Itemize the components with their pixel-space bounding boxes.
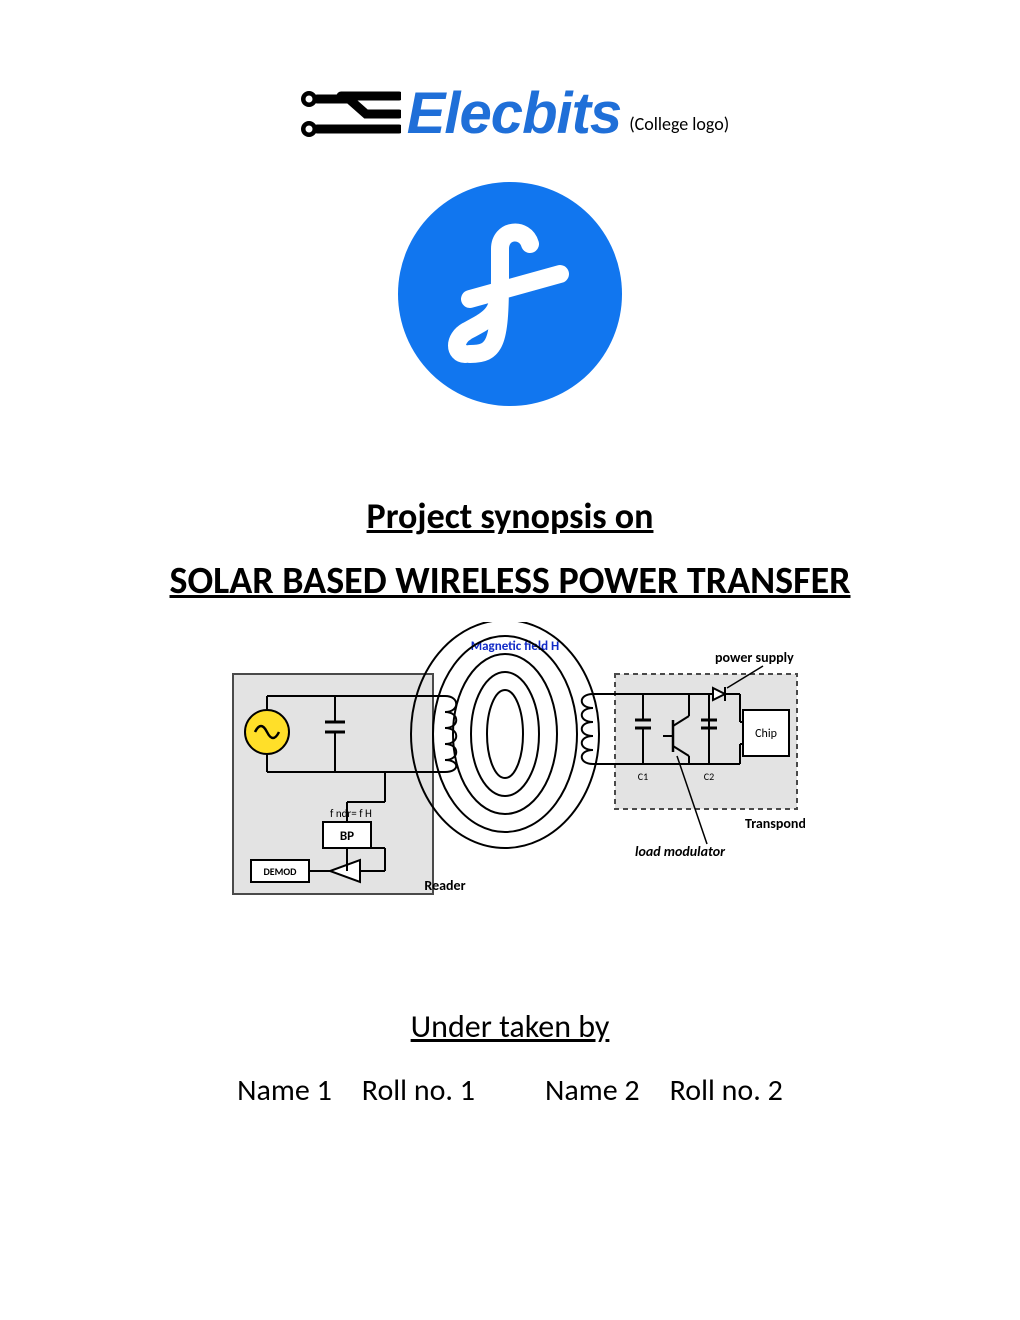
- logo-row: Elecbits (College logo): [291, 80, 729, 147]
- demod-label: DEMOD: [264, 865, 298, 878]
- circle-logo: [395, 179, 625, 414]
- elecbits-icon: [291, 84, 401, 144]
- college-logo-label: (College logo): [629, 113, 729, 147]
- load-modulator-label: load modulator: [635, 843, 726, 860]
- undertaken-heading: Under taken by: [411, 1007, 610, 1046]
- name-group-1: Name 1 Roll no. 1: [237, 1072, 475, 1109]
- brand-text: Elecbits: [407, 80, 621, 147]
- names-row: Name 1 Roll no. 1 Name 2 Roll no. 2: [237, 1072, 783, 1109]
- name-1: Name 1: [237, 1072, 332, 1109]
- transponder-label: Transponder: [745, 815, 805, 832]
- fexpr-label: f ndr= f H: [330, 807, 372, 820]
- c2-label: C2: [704, 770, 714, 783]
- name-group-2: Name 2 Roll no. 2: [545, 1072, 783, 1109]
- wireless-power-diagram: f ndr= f H BP DEMOD Reader Magnetic fiel…: [215, 622, 805, 927]
- title-heading: SOLAR BASED WIRELESS POWER TRANSFER: [170, 558, 851, 604]
- elecbits-logo: Elecbits: [291, 80, 621, 147]
- roll-2: Roll no. 2: [670, 1072, 783, 1109]
- roll-1: Roll no. 1: [362, 1072, 475, 1109]
- bp-label: BP: [340, 829, 354, 844]
- name-2: Name 2: [545, 1072, 640, 1109]
- c1-label: C1: [638, 770, 648, 783]
- synopsis-heading: Project synopsis on: [367, 494, 654, 538]
- document-page: Elecbits (College logo) Project synopsis…: [0, 0, 1020, 1149]
- reader-label: Reader: [424, 877, 465, 894]
- power-supply-label: power supply: [715, 649, 794, 666]
- chip-label: Chip: [755, 727, 777, 741]
